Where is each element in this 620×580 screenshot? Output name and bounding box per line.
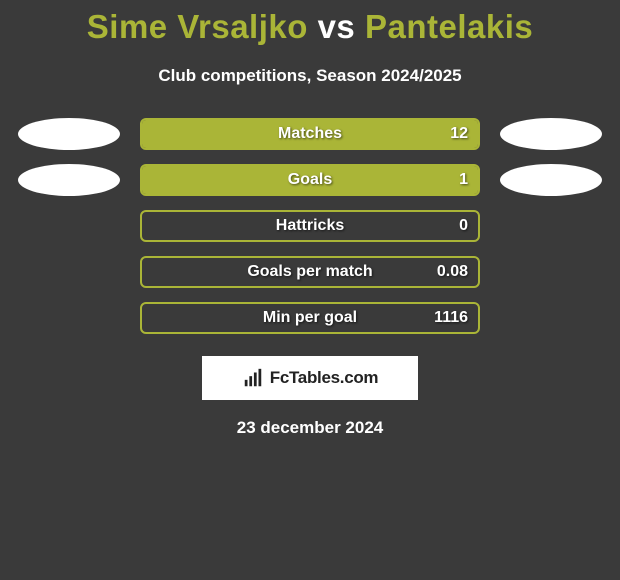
stat-value: 0.08 — [437, 263, 468, 281]
date-label: 23 december 2024 — [0, 418, 620, 438]
stat-row: Min per goal 1116 — [0, 302, 620, 334]
stat-label: Hattricks — [276, 217, 344, 235]
stat-bar: Goals 1 — [140, 164, 480, 196]
oval-placeholder — [500, 302, 602, 334]
player2-oval — [500, 118, 602, 150]
oval-placeholder — [18, 210, 120, 242]
oval-placeholder — [500, 210, 602, 242]
stat-row: Hattricks 0 — [0, 210, 620, 242]
stat-label: Goals per match — [247, 263, 372, 281]
player2-oval — [500, 164, 602, 196]
player1-oval — [18, 164, 120, 196]
vs-separator: vs — [318, 8, 356, 45]
stat-value: 12 — [450, 125, 468, 143]
stat-label: Min per goal — [263, 309, 357, 327]
stat-bar: Goals per match 0.08 — [140, 256, 480, 288]
stat-bar: Matches 12 — [140, 118, 480, 150]
subtitle: Club competitions, Season 2024/2025 — [0, 66, 620, 86]
stat-label: Goals — [288, 171, 332, 189]
stat-label: Matches — [278, 125, 342, 143]
oval-placeholder — [500, 256, 602, 288]
stat-value: 1 — [459, 171, 468, 189]
player1-oval — [18, 118, 120, 150]
stats-container: Matches 12 Goals 1 Hattricks 0 Goals per match… — [0, 118, 620, 334]
player1-name: Sime Vrsaljko — [87, 8, 308, 45]
stat-value: 0 — [459, 217, 468, 235]
stat-value: 1116 — [434, 309, 468, 327]
stat-row: Goals 1 — [0, 164, 620, 196]
comparison-title: Sime Vrsaljko vs Pantelakis — [0, 0, 620, 50]
oval-placeholder — [18, 302, 120, 334]
oval-placeholder — [18, 256, 120, 288]
brand-box[interactable]: FcTables.com — [202, 356, 418, 400]
player2-name: Pantelakis — [365, 8, 533, 45]
brand-label: FcTables.com — [270, 368, 379, 388]
stat-row: Matches 12 — [0, 118, 620, 150]
stat-bar: Min per goal 1116 — [140, 302, 480, 334]
stat-bar: Hattricks 0 — [140, 210, 480, 242]
brand-chart-icon — [242, 367, 264, 389]
stat-row: Goals per match 0.08 — [0, 256, 620, 288]
